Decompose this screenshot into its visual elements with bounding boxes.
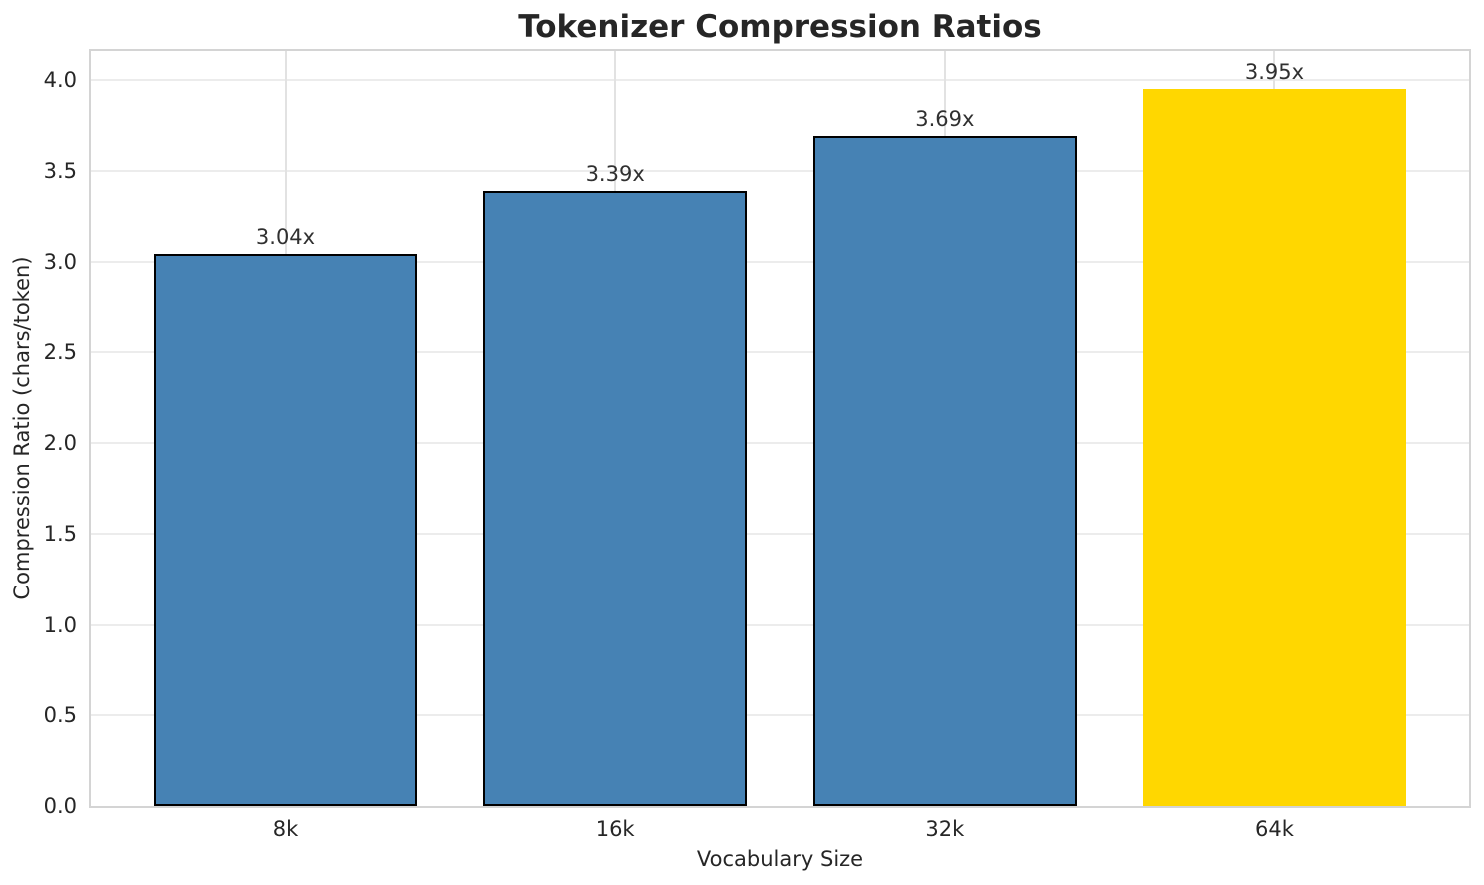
h-gridline — [91, 169, 1469, 172]
bar-value-label: 3.95x — [1244, 60, 1305, 85]
bar-32k — [812, 136, 1077, 806]
h-gridline — [91, 714, 1469, 717]
y-tick-label: 0.5 — [43, 703, 77, 728]
bar-value-label: 3.39x — [585, 161, 645, 186]
y-tick-label: 4.0 — [43, 68, 77, 93]
y-tick-label: 3.5 — [43, 158, 77, 183]
chart-title: Tokenizer Compression Ratios — [518, 9, 1042, 45]
y-tick-label: 3.0 — [43, 249, 77, 274]
x-axis-label: Vocabulary Size — [696, 847, 864, 871]
y-tick-label: 2.0 — [43, 431, 77, 456]
x-tick-label: 64k — [1255, 817, 1294, 841]
y-tick-label: 1.0 — [43, 612, 77, 637]
bar-64k — [1142, 89, 1407, 806]
x-tick-label: 16k — [595, 817, 635, 841]
h-gridline — [91, 532, 1469, 535]
bar-value-label: 3.04x — [255, 225, 316, 250]
bar-8k — [153, 254, 418, 806]
h-gridline — [91, 260, 1469, 263]
plot-area: 3.04x 3.39x 3.69x 3.95x — [89, 49, 1471, 808]
y-tick-label: 1.5 — [43, 521, 77, 546]
bar-value-label: 3.69x — [915, 107, 975, 132]
h-gridline — [91, 351, 1469, 354]
x-tick-label: 32k — [925, 817, 965, 841]
h-gridline — [91, 79, 1469, 82]
x-tick-label: 8k — [272, 817, 299, 841]
h-gridline — [91, 623, 1469, 626]
bar-16k — [483, 190, 748, 806]
y-axis-label: Compression Ratio (chars/token) — [10, 256, 34, 600]
y-tick-label: 2.5 — [43, 340, 77, 365]
h-gridline — [91, 442, 1469, 445]
y-tick-label: 0.0 — [43, 794, 77, 818]
